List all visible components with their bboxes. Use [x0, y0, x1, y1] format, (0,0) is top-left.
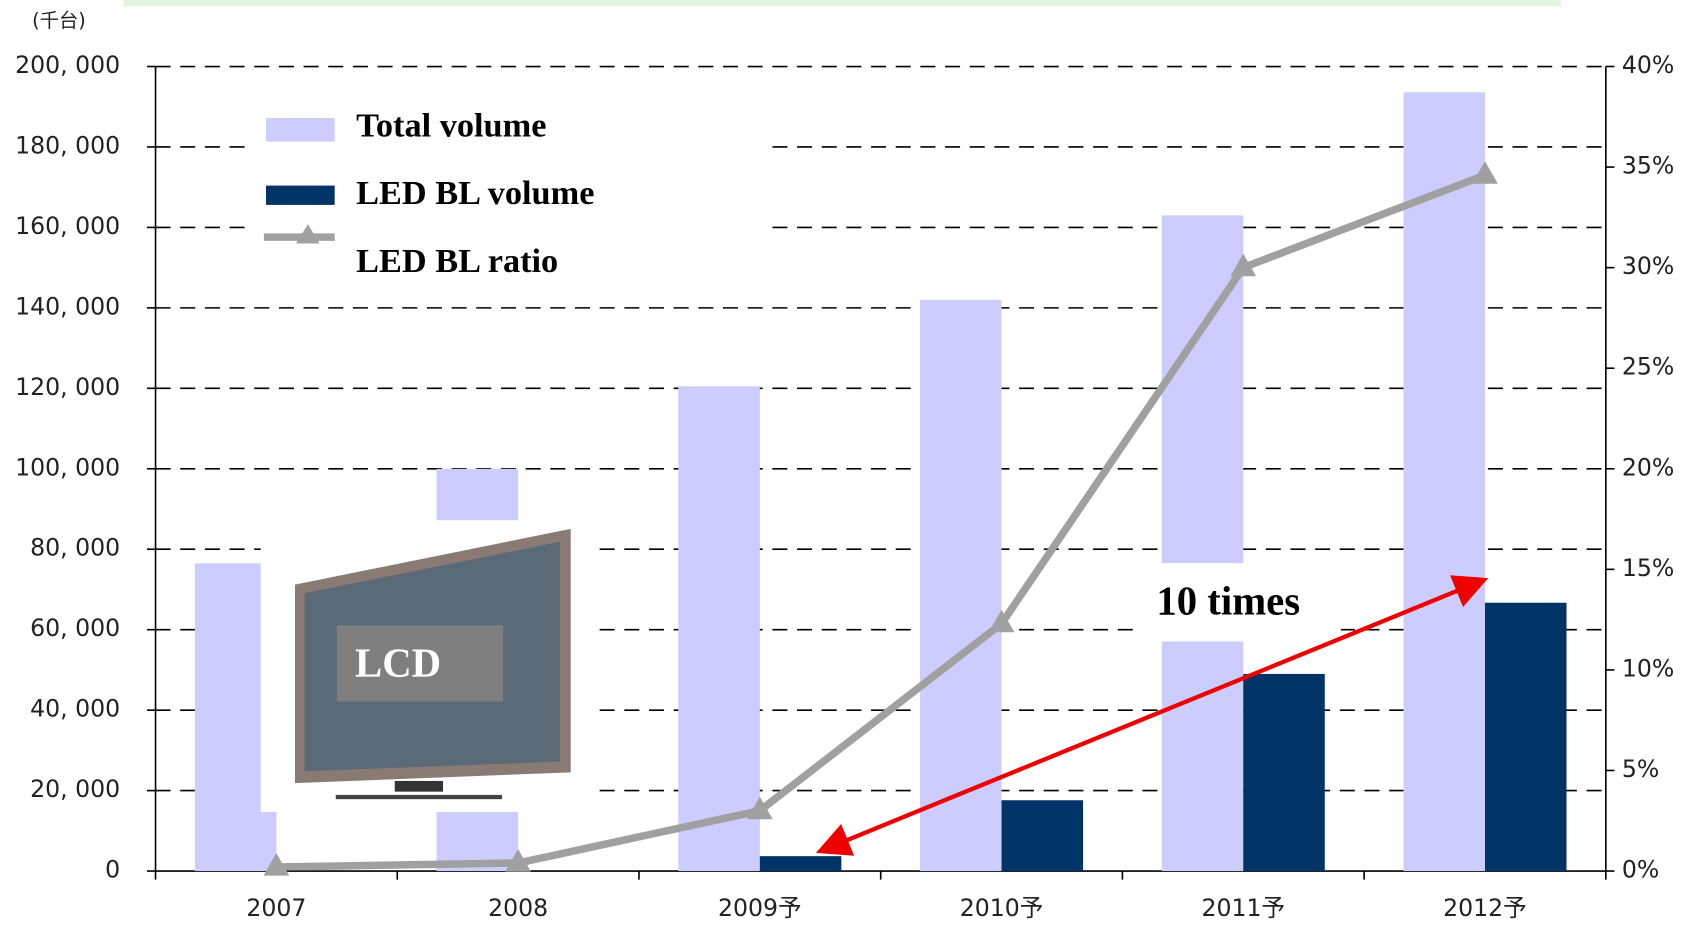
y-tick-label: 180, 000	[15, 131, 120, 159]
bar	[760, 856, 842, 871]
y-axis-unit: (千台)	[32, 9, 86, 32]
legend-label: LED BL ratio	[356, 242, 558, 280]
chart: 0 20, 000 40, 000 60, 000 80, 000 100, 000 120…	[0, 0, 1682, 925]
bar	[920, 300, 1002, 871]
y2-tick-label: 35%	[1622, 152, 1674, 180]
legend-label: Total volume	[356, 107, 546, 145]
x-tick-label: 2008	[488, 894, 548, 922]
y-tick-label: 160, 000	[15, 212, 120, 240]
y-tick-label: 100, 000	[15, 453, 120, 481]
legend-label: LED BL volume	[356, 174, 594, 212]
y-tick-label: 20, 000	[30, 775, 120, 803]
legend-swatch	[266, 186, 335, 205]
y-tick-label: 140, 000	[15, 292, 120, 320]
bar	[1403, 92, 1485, 871]
tv-base	[336, 795, 502, 799]
tv-stand	[395, 781, 443, 792]
annotation: 10 times	[1156, 578, 1300, 623]
top-band	[123, 0, 1560, 6]
x-tick-label: 2007	[246, 894, 306, 922]
y-tick-label: 80, 000	[30, 534, 120, 562]
y2-tick-label: 10%	[1622, 654, 1674, 682]
y-tick-label: 60, 000	[30, 614, 120, 642]
lcd-picture: LCD	[261, 520, 594, 812]
legend-swatch	[266, 118, 335, 142]
y2-tick-label: 25%	[1622, 353, 1674, 381]
bar	[1002, 800, 1084, 871]
y2-tick-label: 20%	[1622, 453, 1674, 481]
bar	[1162, 215, 1244, 871]
bar	[678, 386, 760, 871]
y-tick-label: 0	[105, 856, 120, 884]
y2-tick-label: 15%	[1622, 554, 1674, 582]
x-tick-label: 2011予	[1201, 894, 1285, 922]
y-tick-label: 200, 000	[15, 51, 120, 79]
bar	[1485, 603, 1567, 871]
x-tick-label: 2009予	[718, 894, 802, 922]
x-tick-label: 2010予	[960, 894, 1044, 922]
lcd-label: LCD	[355, 641, 441, 686]
y-tick-label: 120, 000	[15, 373, 120, 401]
y2-tick-label: 0%	[1622, 856, 1659, 884]
y-tick-label: 40, 000	[30, 695, 120, 723]
y2-tick-label: 40%	[1622, 51, 1674, 79]
y2-tick-label: 5%	[1622, 755, 1659, 783]
y2-tick-label: 30%	[1622, 252, 1674, 280]
x-tick-label: 2012予	[1443, 894, 1527, 922]
bar	[1243, 674, 1325, 871]
